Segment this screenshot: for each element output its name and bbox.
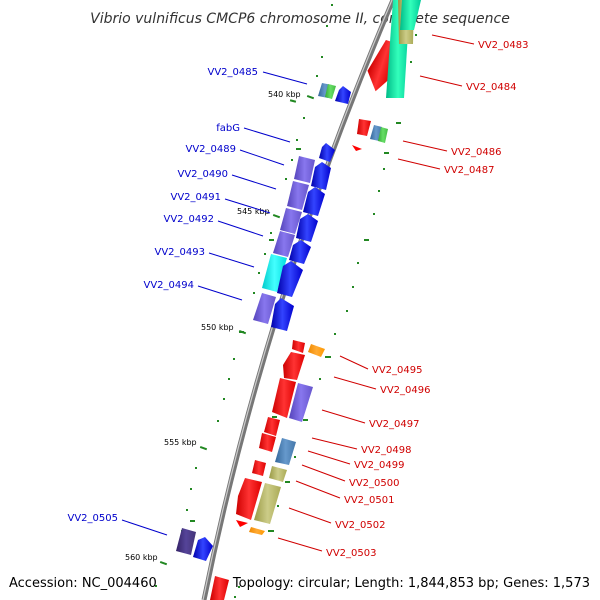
gene-arrow[interactable] bbox=[280, 208, 302, 234]
gene-arrow[interactable] bbox=[275, 438, 296, 465]
gene-arrow[interactable] bbox=[259, 433, 276, 452]
scale-label: 560 kbp bbox=[125, 553, 158, 562]
gene-arrow[interactable] bbox=[271, 298, 294, 331]
gene-label[interactable]: VV2_0491 bbox=[171, 192, 222, 203]
gene-arrow[interactable] bbox=[176, 528, 196, 555]
gene-arrow[interactable] bbox=[352, 145, 362, 151]
gene-arrow[interactable] bbox=[253, 293, 276, 324]
gene-arrow[interactable] bbox=[303, 187, 325, 216]
gene-label[interactable]: VV2_0503 bbox=[326, 548, 377, 559]
gene-label[interactable]: VV2_0500 bbox=[349, 478, 400, 489]
gene-arrow[interactable] bbox=[294, 156, 315, 183]
gene-arrow[interactable] bbox=[289, 240, 311, 264]
scale-label: 550 kbp bbox=[201, 323, 234, 332]
topology-text: Topology: circular; Length: 1,844,853 bp… bbox=[232, 576, 590, 591]
gene-arrow[interactable] bbox=[308, 344, 325, 357]
gene-label[interactable]: VV2_0498 bbox=[361, 445, 412, 456]
gene-label[interactable]: VV2_0495 bbox=[372, 365, 423, 376]
scale-labels: 540 kbp 545 kbp 550 kbp 555 kbp 560 kbp bbox=[125, 90, 301, 562]
gene-arrow[interactable] bbox=[357, 119, 371, 136]
reverse-gene-labels: VV2_0485 fabG VV2_0489 VV2_0490 VV2_0491… bbox=[68, 67, 308, 536]
gene-arrow[interactable] bbox=[296, 214, 318, 242]
gene-arrow[interactable] bbox=[311, 162, 331, 190]
gene-label[interactable]: VV2_0499 bbox=[354, 460, 405, 471]
gene-label[interactable]: VV2_0496 bbox=[380, 385, 431, 396]
gene-arrow[interactable] bbox=[335, 86, 351, 104]
outer-ticks bbox=[234, 34, 417, 598]
forward-strand-genes bbox=[210, 0, 421, 600]
forward-gene-labels: VV2_0483 VV2_0484 VV2_0486 VV2_0487 VV2_… bbox=[277, 34, 529, 559]
map-title: Vibrio vulnificus CMCP6 chromosome II, c… bbox=[90, 11, 510, 27]
gene-arrow[interactable] bbox=[400, 0, 421, 30]
scale-ticks bbox=[155, 4, 333, 587]
gene-label[interactable]: VV2_0492 bbox=[164, 214, 215, 225]
gene-label[interactable]: VV2_0483 bbox=[478, 40, 529, 51]
gene-arrow[interactable] bbox=[325, 84, 336, 99]
gene-label[interactable]: VV2_0505 bbox=[68, 513, 119, 524]
gene-arrow[interactable] bbox=[272, 378, 296, 418]
gene-arrow[interactable] bbox=[236, 520, 248, 527]
scale-label: 545 kbp bbox=[237, 207, 270, 216]
gene-arrow[interactable] bbox=[269, 466, 287, 482]
gene-label[interactable]: VV2_0490 bbox=[178, 169, 229, 180]
gene-arrow[interactable] bbox=[249, 527, 265, 535]
gene-label[interactable]: VV2_0493 bbox=[155, 247, 206, 258]
gene-arrow[interactable] bbox=[283, 352, 305, 380]
gene-label[interactable]: VV2_0486 bbox=[451, 147, 502, 158]
scale-label: 540 kbp bbox=[268, 90, 301, 99]
gene-label[interactable]: VV2_0487 bbox=[444, 165, 495, 176]
gene-label[interactable]: VV2_0497 bbox=[369, 419, 420, 430]
gene-arrow[interactable] bbox=[264, 417, 280, 436]
gene-arrow[interactable] bbox=[287, 181, 309, 210]
gene-label[interactable]: VV2_0485 bbox=[208, 67, 259, 78]
gene-label[interactable]: VV2_0484 bbox=[466, 82, 517, 93]
reverse-strand-genes bbox=[176, 83, 351, 561]
gene-arrow[interactable] bbox=[273, 231, 295, 257]
gene-arrow[interactable] bbox=[292, 340, 305, 353]
gene-arrow[interactable] bbox=[254, 483, 281, 524]
gene-arrow[interactable] bbox=[378, 127, 388, 143]
scale-label: 555 kbp bbox=[164, 438, 197, 447]
gene-arrow[interactable] bbox=[236, 478, 262, 520]
gene-arrow[interactable] bbox=[289, 383, 313, 422]
gene-arrow[interactable] bbox=[319, 143, 335, 162]
gene-arrow[interactable] bbox=[252, 460, 266, 476]
gene-label[interactable]: VV2_0494 bbox=[144, 280, 195, 291]
gene-label[interactable]: VV2_0501 bbox=[344, 495, 395, 506]
inner-dashes bbox=[190, 99, 301, 522]
gene-label[interactable]: VV2_0502 bbox=[335, 520, 386, 531]
gene-label[interactable]: VV2_0489 bbox=[186, 144, 237, 155]
gene-arrow[interactable] bbox=[277, 261, 303, 297]
gene-arrow[interactable] bbox=[193, 537, 213, 561]
gene-arrow[interactable] bbox=[210, 576, 229, 600]
accession-text: Accession: NC_004460 bbox=[9, 576, 157, 591]
gene-label[interactable]: fabG bbox=[216, 123, 240, 134]
gene-arrow[interactable] bbox=[262, 254, 287, 292]
